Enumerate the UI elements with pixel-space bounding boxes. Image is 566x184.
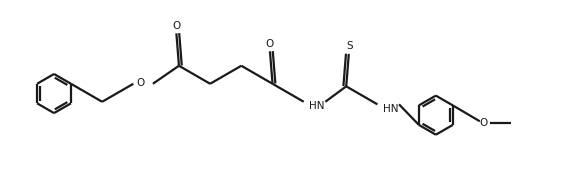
Text: O: O (266, 39, 274, 49)
Text: S: S (346, 41, 353, 51)
Text: O: O (136, 78, 145, 88)
Text: HN: HN (383, 105, 398, 114)
Text: O: O (480, 118, 488, 128)
Text: HN: HN (309, 101, 324, 111)
Text: O: O (172, 21, 181, 31)
